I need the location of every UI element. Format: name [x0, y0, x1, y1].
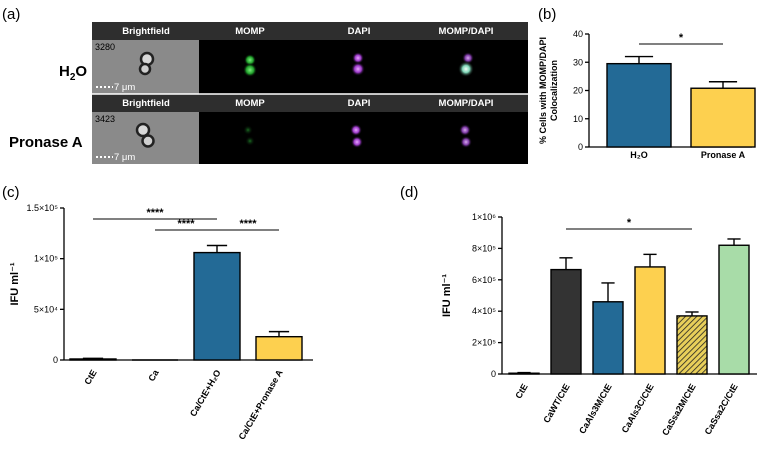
y-tick-label-d-4: 8×10⁵	[472, 243, 496, 253]
y-tick-label-d-0: 0	[491, 369, 496, 379]
micrograph-grid: Brightfield MOMP DAPI MOMP/DAPI Brightfi…	[92, 22, 528, 164]
header-brightfield-2: Brightfield	[122, 98, 170, 109]
header-dapi-2: DAPI	[348, 98, 371, 109]
scale-label-1: 7 μm	[114, 82, 135, 93]
bar-d-4	[676, 315, 708, 375]
y-tick-label-b-3: 30	[573, 57, 583, 67]
momp-signal-1	[244, 54, 256, 66]
momp-signal-2	[243, 125, 253, 135]
chart-b: 0 10 20 30 40 H₂O Pronase A * % Cells with MOMP/…	[538, 29, 756, 160]
y-tick-label-b-4: 40	[573, 29, 583, 39]
y-tick-label-d-2: 4×10⁵	[472, 306, 496, 316]
bar-c-0	[69, 358, 117, 361]
y-tick-label-c-0: 0	[53, 355, 58, 365]
bar-c-2	[193, 251, 241, 361]
overlay-signal-2	[459, 124, 471, 136]
category-label-b-0: H₂O	[630, 150, 648, 160]
category-label-d-1: CaWT/CtE	[541, 382, 571, 425]
bar-d-0	[508, 372, 540, 375]
header-overlay-1: MOMP/DAPI	[439, 26, 494, 37]
bar-b-1	[690, 87, 756, 148]
bar-c-3	[255, 335, 303, 361]
category-label-d-0: CtE	[513, 382, 529, 400]
panel-label-b: (b)	[538, 6, 556, 23]
category-label-d-3: CaAls3C/CtE	[620, 382, 656, 435]
cell-id-1: 3280	[95, 42, 115, 52]
category-label-c-3: Ca/CtE+Pronase A	[237, 368, 285, 442]
panel-label-d: (d)	[400, 184, 418, 201]
y-tick-label-c-2: 1×10⁵	[34, 254, 58, 264]
y-tick-label-d-5: 1×10⁶	[472, 212, 496, 222]
category-label-d-2: CaAls3M/CtE	[577, 382, 614, 436]
y-tick-label-c-3: 1.5×10⁵	[26, 203, 58, 213]
row-label-pronase: Pronase A	[9, 134, 83, 151]
panel-label-a: (a)	[2, 6, 20, 23]
cell-id-2: 3423	[95, 114, 115, 124]
header-brightfield-1: Brightfield	[122, 26, 170, 37]
y-axis-label-b-line2: Colocalization	[549, 60, 559, 121]
y-tick-label-d-3: 6×10⁵	[472, 275, 496, 285]
category-label-c-2: Ca/CtE+H₂O	[188, 368, 223, 418]
y-axis-label-c: IFU ml⁻¹	[9, 262, 21, 305]
significance-label-c-0: ****	[146, 207, 164, 219]
category-label-d-4: CaSsa2M/CtE	[660, 382, 698, 437]
dapi-signal-2	[350, 124, 362, 136]
bar-d-3	[634, 266, 666, 375]
bar-d-5	[718, 244, 750, 375]
header-dapi-1: DAPI	[348, 26, 371, 37]
chart-c: 0 5×10⁴ 1×10⁵ 1.5×10⁵ CtE Ca Ca/CtE+H₂O Ca/CtE+…	[9, 203, 313, 441]
scale-label-2: 7 μm	[114, 152, 135, 163]
header-momp-2: MOMP	[235, 98, 265, 109]
bar-b-0	[606, 62, 672, 148]
significance-label-b-0: *	[679, 32, 684, 44]
category-label-c-0: CtE	[82, 368, 98, 386]
y-axis-label-d: IFU ml⁻¹	[441, 274, 453, 317]
significance-label-c-2: ****	[239, 218, 257, 230]
brightfield-cell-1	[138, 51, 155, 76]
significance-label-c-1: ****	[177, 218, 195, 230]
y-tick-label-b-0: 0	[578, 142, 583, 152]
y-tick-label-b-2: 20	[573, 86, 583, 96]
row-label-h2o: H2O	[59, 63, 87, 83]
y-tick-label-c-1: 5×10⁴	[34, 304, 58, 314]
y-tick-label-b-1: 10	[573, 114, 583, 124]
significance-label-d-0: *	[627, 217, 632, 229]
category-label-c-1: Ca	[146, 367, 161, 383]
header-overlay-2: MOMP/DAPI	[439, 98, 494, 109]
category-label-b-1: Pronase A	[701, 150, 746, 160]
bar-d-2	[592, 301, 624, 375]
header-strip-row2	[92, 94, 528, 112]
brightfield-cell-2	[135, 122, 155, 148]
overlay-signal-1	[462, 52, 474, 64]
y-axis-label-b-line1: % Cells with MOMP/DAPI	[538, 37, 548, 144]
header-strip-row1	[92, 22, 528, 40]
header-momp-1: MOMP	[235, 26, 265, 37]
category-label-d-5: CaSsa2C/CtE	[703, 382, 740, 436]
panel-label-c: (c)	[2, 184, 20, 201]
dapi-signal-1	[352, 52, 364, 64]
bar-d-1	[550, 268, 582, 375]
y-tick-label-d-1: 2×10⁵	[472, 338, 496, 348]
